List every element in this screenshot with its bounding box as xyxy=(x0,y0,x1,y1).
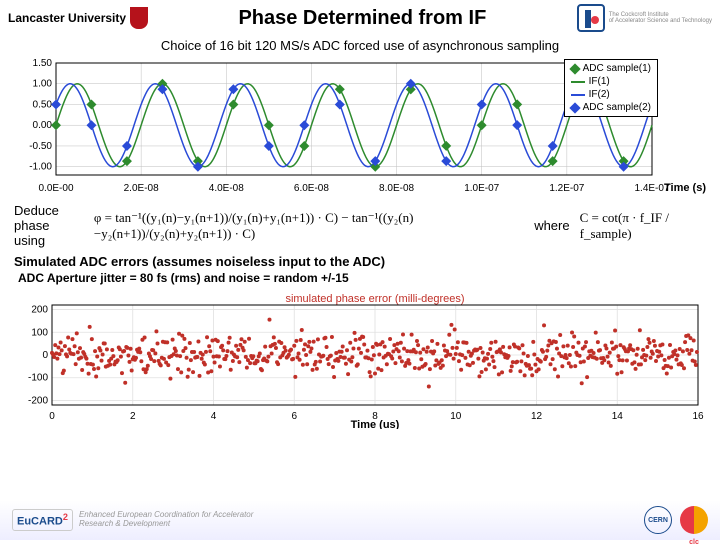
svg-text:1.0E-07: 1.0E-07 xyxy=(464,183,499,194)
formula-row: Deduce phase using φ = tan⁻¹((y₁(n)−y₁(n… xyxy=(0,203,720,248)
shield-icon xyxy=(130,7,148,29)
eucard-tag2: Research & Development xyxy=(79,520,253,529)
svg-text:Time (s): Time (s) xyxy=(664,182,706,194)
eucard-logo: EuCARD2 xyxy=(12,509,73,531)
phase-formula: φ = tan⁻¹((y₁(n)−y₁(n+1))/(y₁(n)+y₁(n+1)… xyxy=(94,210,514,242)
svg-text:-0.50: -0.50 xyxy=(29,141,52,152)
svg-text:0.0E-00: 0.0E-00 xyxy=(38,183,73,194)
svg-text:1.50: 1.50 xyxy=(33,58,53,69)
svg-text:0.00: 0.00 xyxy=(33,120,53,131)
svg-text:Time (us): Time (us) xyxy=(351,419,400,429)
svg-text:0.50: 0.50 xyxy=(33,99,53,110)
svg-text:simulated phase error (milli-d: simulated phase error (milli-degrees) xyxy=(285,293,464,305)
cockcroft-sub: of Accelerator Science and Technology xyxy=(609,18,712,24)
svg-text:-200: -200 xyxy=(28,395,48,406)
svg-text:200: 200 xyxy=(31,305,48,316)
deduce-label: Deduce phase using xyxy=(14,203,84,248)
svg-text:14: 14 xyxy=(612,411,624,422)
chart1-legend: ADC sample(1)IF(1)IF(2)ADC sample(2) xyxy=(564,59,658,117)
cern-logo-icon: CERN xyxy=(644,506,672,534)
clic-logo-icon: clc xyxy=(680,506,708,534)
svg-text:6: 6 xyxy=(291,411,297,422)
svg-text:2: 2 xyxy=(130,411,136,422)
eucard-sup: 2 xyxy=(63,512,68,522)
clic-label: clc xyxy=(680,539,708,546)
svg-text:0: 0 xyxy=(49,411,55,422)
eucard-text: EuCARD xyxy=(17,516,63,528)
where-label: where xyxy=(534,218,569,233)
eucard-block: EuCARD2 Enhanced European Coordination f… xyxy=(12,509,253,531)
svg-text:1.2E-07: 1.2E-07 xyxy=(549,183,584,194)
c-formula: C = cot(π · f_IF / f_sample) xyxy=(580,210,706,242)
phase-error-chart: simulated phase error (milli-degrees) -20… xyxy=(12,289,708,429)
cockcroft-mark-icon xyxy=(577,4,605,32)
svg-text:-1.00: -1.00 xyxy=(29,162,52,173)
chart1-container: -1.00 -0.50 0.00 0.50 1.00 1.50 0.0E-00 2.0E-08… xyxy=(12,57,708,197)
footer-right: CERN clc xyxy=(644,506,708,534)
page-title: Phase Determined from IF xyxy=(148,7,577,30)
svg-text:12: 12 xyxy=(531,411,543,422)
svg-text:10: 10 xyxy=(450,411,462,422)
chart2-container: simulated phase error (milli-degrees) -20… xyxy=(12,289,708,429)
lancaster-logo: Lancaster University xyxy=(8,7,148,29)
subtitle: Choice of 16 bit 120 MS/s ADC forced use… xyxy=(0,38,720,53)
svg-text:1.00: 1.00 xyxy=(33,79,53,90)
svg-text:16: 16 xyxy=(692,411,704,422)
adc-jitter-label: ADC Aperture jitter = 80 fs (rms) and no… xyxy=(0,271,720,285)
cockcroft-logo: The Cockcroft Institute of Accelerator S… xyxy=(577,4,712,32)
svg-text:-100: -100 xyxy=(28,373,48,384)
svg-text:4: 4 xyxy=(211,411,217,422)
footer: EuCARD2 Enhanced European Coordination f… xyxy=(0,500,720,540)
svg-text:0: 0 xyxy=(42,350,48,361)
sim-errors-label: Simulated ADC errors (assumes noiseless … xyxy=(0,254,720,269)
lancaster-text: Lancaster University xyxy=(8,12,126,24)
svg-text:6.0E-08: 6.0E-08 xyxy=(294,183,329,194)
svg-text:8.0E-08: 8.0E-08 xyxy=(379,183,414,194)
svg-text:2.0E-08: 2.0E-08 xyxy=(124,183,159,194)
svg-text:100: 100 xyxy=(31,327,48,338)
svg-text:4.0E-08: 4.0E-08 xyxy=(209,183,244,194)
